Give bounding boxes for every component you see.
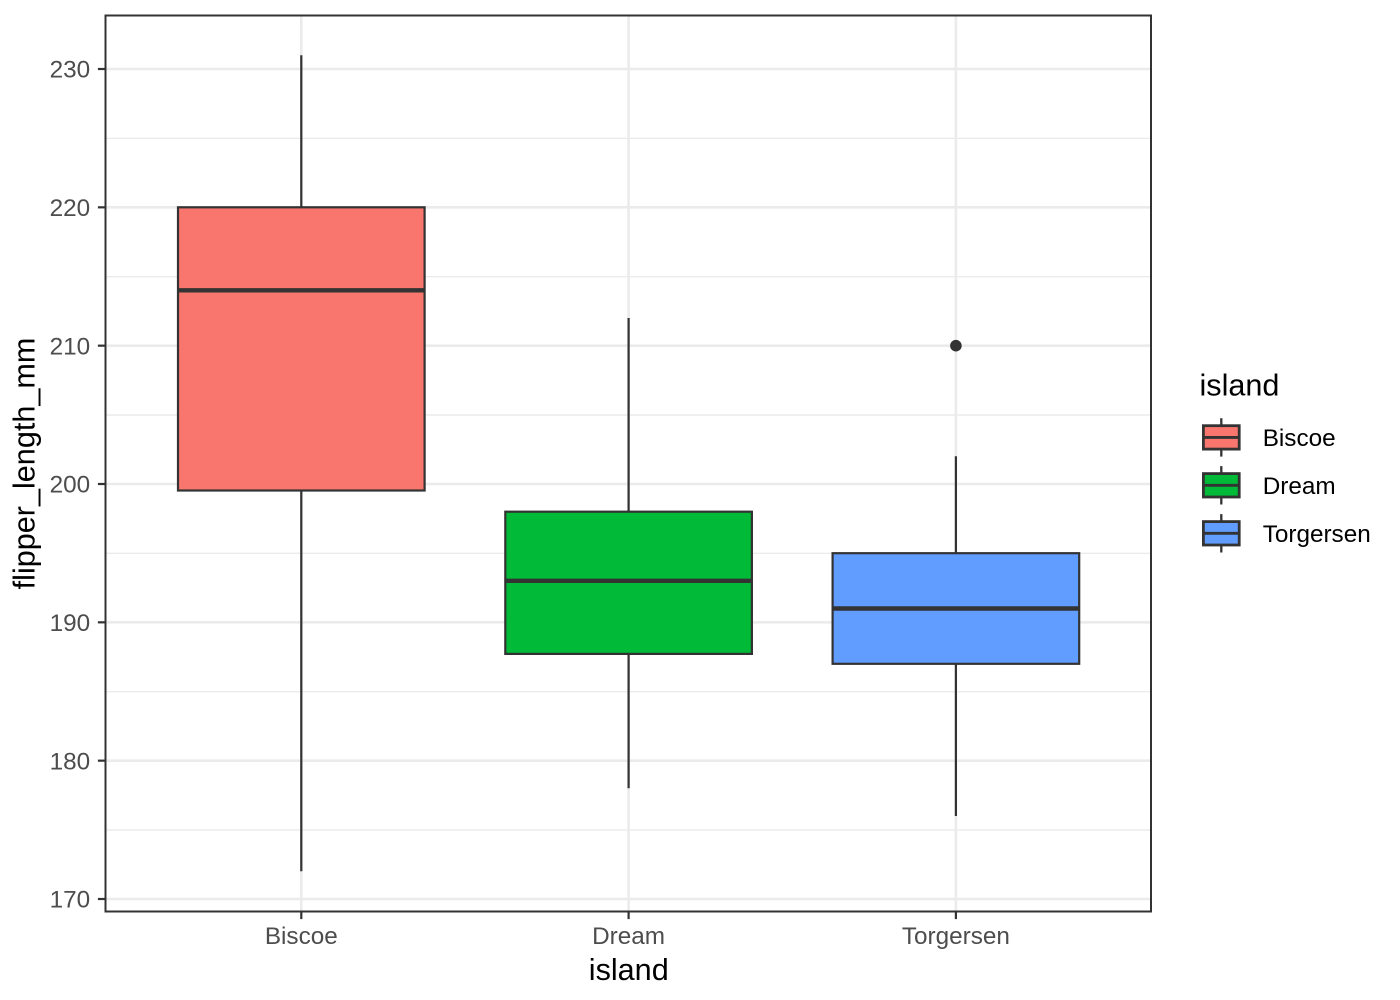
- svg-text:flipper_length_mm: flipper_length_mm: [8, 338, 42, 590]
- svg-text:170: 170: [50, 887, 91, 914]
- svg-text:220: 220: [50, 195, 91, 222]
- svg-text:Torgersen: Torgersen: [902, 923, 1010, 950]
- svg-text:210: 210: [50, 333, 91, 360]
- svg-text:Biscoe: Biscoe: [1263, 425, 1336, 452]
- svg-text:200: 200: [50, 472, 91, 499]
- svg-text:190: 190: [50, 610, 91, 637]
- svg-text:island: island: [1200, 369, 1280, 403]
- svg-text:Dream: Dream: [1263, 473, 1336, 500]
- svg-text:Dream: Dream: [592, 923, 665, 950]
- svg-text:island: island: [589, 953, 669, 987]
- svg-text:230: 230: [50, 57, 91, 84]
- svg-text:180: 180: [50, 748, 91, 775]
- svg-text:Biscoe: Biscoe: [265, 923, 338, 950]
- svg-text:Torgersen: Torgersen: [1263, 521, 1371, 548]
